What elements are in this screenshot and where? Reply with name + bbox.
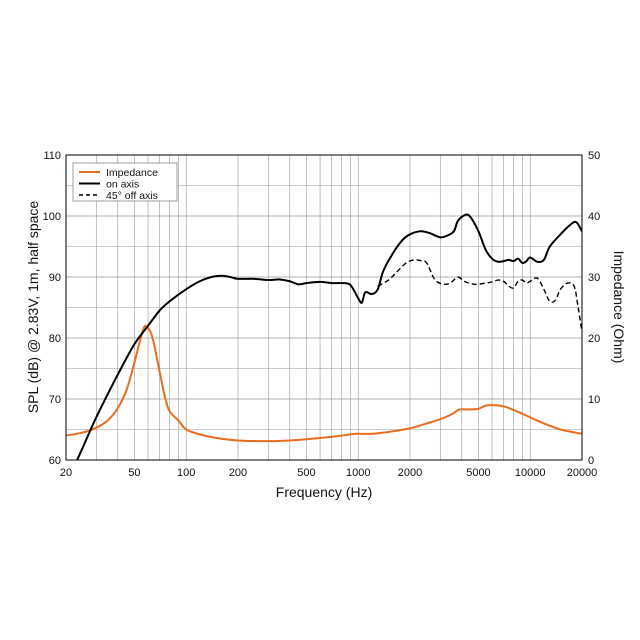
y-axis-title: SPL (dB) @ 2.83V, 1m, half space bbox=[25, 201, 41, 414]
x-tick-label: 50 bbox=[128, 467, 140, 479]
x-tick-label: 20 bbox=[60, 467, 72, 479]
y-tick-label: 60 bbox=[49, 455, 61, 467]
y2-axis-title: Impedance (Ohm) bbox=[611, 251, 627, 364]
legend-label-impedance: Impedance bbox=[106, 167, 158, 179]
impedance-curve bbox=[66, 324, 582, 443]
plot-frame bbox=[65, 154, 583, 461]
x-tick-label: 10000 bbox=[515, 467, 546, 479]
x-tick-label: 2000 bbox=[398, 467, 422, 479]
x-tick-label: 1000 bbox=[346, 467, 370, 479]
x-tick-label: 100 bbox=[177, 467, 195, 479]
on-axis-curve bbox=[76, 213, 582, 460]
legend-box bbox=[72, 162, 178, 202]
y-tick-label: 100 bbox=[43, 211, 61, 223]
y-tick-label: 80 bbox=[49, 333, 61, 345]
x-tick-label: 500 bbox=[297, 467, 315, 479]
series-layer bbox=[66, 213, 582, 460]
grid bbox=[65, 154, 583, 461]
tick-labels: 20 50 100 200 500 1000 2000 5000 10000 2000060708… bbox=[43, 150, 601, 479]
x-tick-label: 20000 bbox=[567, 467, 598, 479]
y-tick-label: 70 bbox=[49, 394, 61, 406]
y2-tick-label: 30 bbox=[588, 272, 600, 284]
x-axis-title: Frequency (Hz) bbox=[276, 484, 372, 500]
y2-tick-label: 40 bbox=[588, 211, 600, 223]
legend-label-off-axis: 45° off axis bbox=[106, 190, 158, 202]
y-tick-label: 110 bbox=[43, 150, 61, 162]
y2-tick-label: 0 bbox=[588, 455, 594, 467]
y2-tick-label: 50 bbox=[588, 150, 600, 162]
off-axis-curve bbox=[377, 259, 582, 333]
x-tick-label: 5000 bbox=[466, 467, 490, 479]
y-tick-label: 90 bbox=[49, 272, 61, 284]
y2-tick-label: 10 bbox=[588, 394, 600, 406]
y2-tick-label: 20 bbox=[588, 333, 600, 345]
x-tick-label: 200 bbox=[229, 467, 247, 479]
legend: Impedance on axis 45° off axis bbox=[72, 162, 178, 202]
legend-label-on-axis: on axis bbox=[106, 179, 139, 191]
